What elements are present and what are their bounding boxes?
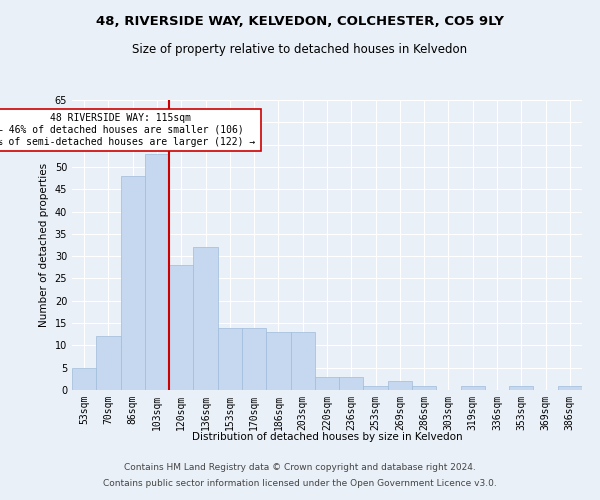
Bar bbox=[509, 386, 533, 390]
Bar bbox=[364, 386, 388, 390]
Bar bbox=[193, 247, 218, 390]
Bar bbox=[315, 376, 339, 390]
Bar bbox=[145, 154, 169, 390]
Bar bbox=[96, 336, 121, 390]
Bar bbox=[461, 386, 485, 390]
Text: Size of property relative to detached houses in Kelvedon: Size of property relative to detached ho… bbox=[133, 42, 467, 56]
Bar bbox=[388, 381, 412, 390]
Bar bbox=[242, 328, 266, 390]
Bar bbox=[290, 332, 315, 390]
Text: Contains HM Land Registry data © Crown copyright and database right 2024.: Contains HM Land Registry data © Crown c… bbox=[124, 464, 476, 472]
Bar bbox=[266, 332, 290, 390]
Bar bbox=[121, 176, 145, 390]
Bar bbox=[558, 386, 582, 390]
Text: 48 RIVERSIDE WAY: 115sqm
← 46% of detached houses are smaller (106)
53% of semi-: 48 RIVERSIDE WAY: 115sqm ← 46% of detach… bbox=[0, 114, 256, 146]
Text: 48, RIVERSIDE WAY, KELVEDON, COLCHESTER, CO5 9LY: 48, RIVERSIDE WAY, KELVEDON, COLCHESTER,… bbox=[96, 15, 504, 28]
Bar bbox=[339, 376, 364, 390]
Text: Distribution of detached houses by size in Kelvedon: Distribution of detached houses by size … bbox=[191, 432, 463, 442]
Bar bbox=[72, 368, 96, 390]
Bar bbox=[169, 265, 193, 390]
Y-axis label: Number of detached properties: Number of detached properties bbox=[39, 163, 49, 327]
Bar bbox=[412, 386, 436, 390]
Text: Contains public sector information licensed under the Open Government Licence v3: Contains public sector information licen… bbox=[103, 478, 497, 488]
Bar bbox=[218, 328, 242, 390]
